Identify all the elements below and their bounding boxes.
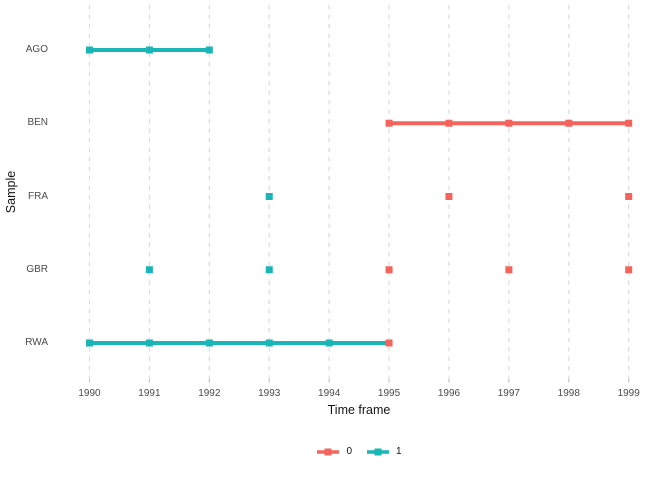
data-point (445, 119, 453, 127)
data-point (86, 46, 93, 54)
x-tick-label: 1994 (318, 388, 341, 399)
data-point (265, 266, 273, 274)
data-point (385, 119, 393, 127)
data-point (565, 119, 573, 127)
data-point (625, 266, 633, 274)
data-point (145, 46, 153, 54)
legend-key-icon (317, 448, 340, 456)
x-tick-label: 1993 (258, 388, 281, 399)
y-tick-label: BEN (27, 117, 48, 129)
x-tick-label: 1998 (557, 388, 580, 399)
data-point (385, 339, 393, 347)
data-point (625, 193, 633, 200)
data-point (505, 119, 513, 127)
data-point (86, 339, 93, 347)
y-axis-title: Sample (4, 170, 18, 214)
data-point (445, 193, 453, 200)
data-point (505, 266, 513, 274)
y-tick-label: RWA (25, 337, 48, 348)
legend-label: 0 (346, 446, 352, 457)
legend-label: 1 (396, 446, 402, 457)
x-tick-label: 1995 (377, 388, 401, 399)
data-point (265, 339, 273, 347)
data-point (265, 193, 273, 200)
x-axis-title: Time frame (327, 403, 391, 417)
x-tick-label: 1996 (437, 388, 461, 399)
y-tick-label: GBR (26, 263, 48, 275)
y-tick-label: FRA (28, 190, 48, 202)
data-point (385, 266, 393, 274)
legend-item: 0 (316, 446, 352, 458)
legend-key-icon (367, 448, 389, 456)
x-tick-label: 1990 (78, 388, 101, 399)
x-tick-label: 1999 (617, 388, 640, 399)
data-point (145, 266, 153, 274)
y-tick-label: AGO (25, 44, 48, 55)
data-point (325, 339, 333, 347)
legend-item: 1 (366, 446, 402, 458)
data-point (205, 339, 213, 347)
data-point (145, 339, 153, 347)
x-tick-label: 1991 (138, 388, 161, 399)
x-tick-label: 1992 (198, 388, 221, 399)
x-tick-label: 1997 (497, 388, 520, 399)
data-point (625, 119, 633, 127)
data-point (205, 46, 213, 54)
